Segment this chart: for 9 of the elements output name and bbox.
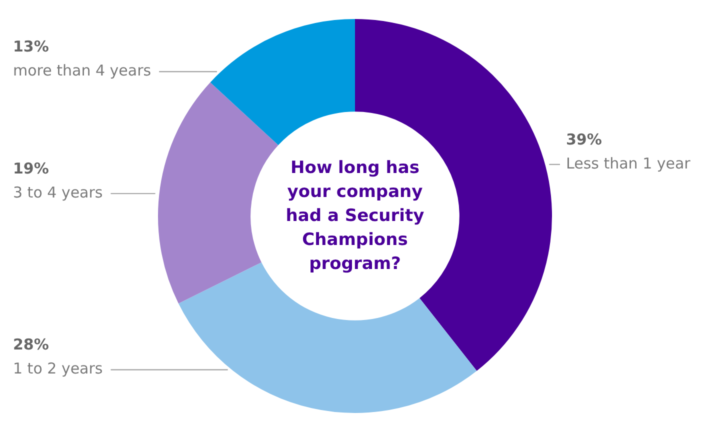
data-label: 28%	[13, 336, 49, 354]
data-label: 13%	[13, 38, 49, 56]
text: How long has your company had a Security Champions program?	[284, 157, 426, 276]
slice-label: more than 4 years	[13, 62, 152, 80]
slice-label: 3 to 4 years	[13, 183, 103, 202]
data-label: 39%	[566, 130, 602, 148]
slice-label: Less than 1 year	[566, 154, 692, 172]
slice-label: 1 to 2 years	[13, 360, 103, 378]
data-label: 19%	[13, 159, 49, 178]
